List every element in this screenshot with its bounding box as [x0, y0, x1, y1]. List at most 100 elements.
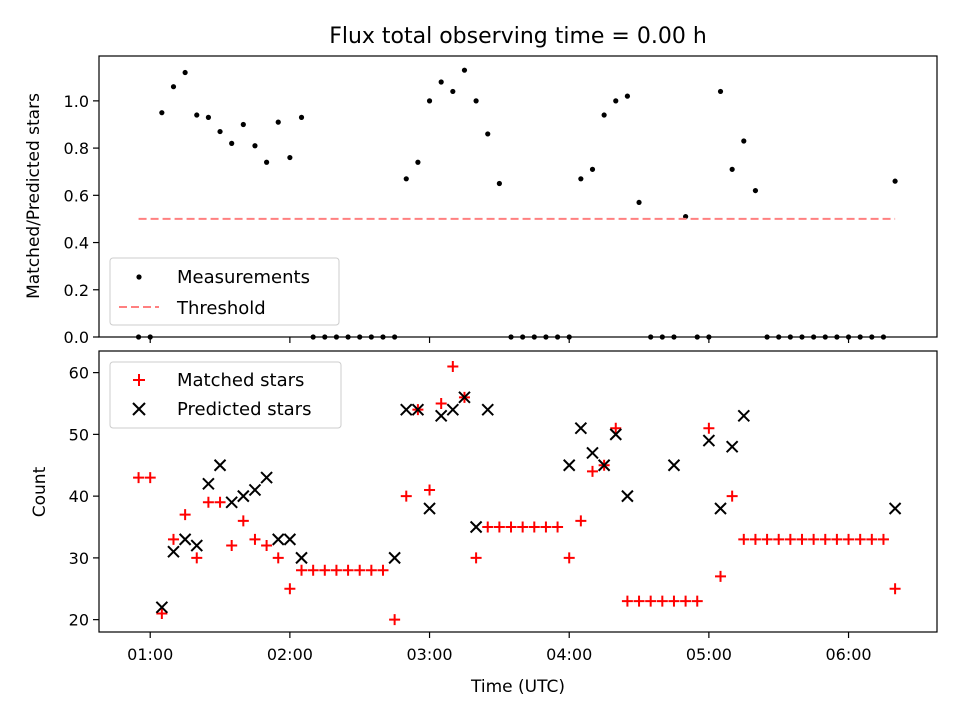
top-y-axis-label: Matched/Predicted stars [24, 93, 44, 299]
measurement-point [298, 114, 305, 120]
predicted-star-point [283, 533, 297, 546]
predicted-star-point [737, 409, 751, 423]
top-legend: Measurements Threshold [109, 257, 340, 326]
matched-star-point [272, 552, 284, 564]
matched-star-point [493, 521, 505, 533]
matched-star-point [808, 533, 820, 545]
predicted-star-point [178, 533, 192, 546]
measurement-point [229, 140, 235, 146]
predicted-star-point [155, 601, 169, 614]
measurement-point [403, 176, 409, 182]
bottom-y-tick-label: 20 [69, 611, 89, 630]
measurement-point [729, 166, 735, 172]
matched-star-point [843, 533, 855, 545]
measurement-point [461, 67, 468, 73]
predicted-star-point [725, 440, 739, 453]
measurement-point [252, 143, 258, 149]
matched-star-point [237, 515, 249, 527]
matched-star-point [621, 595, 633, 607]
top-plot-frame [98, 55, 938, 338]
measurement-point [194, 112, 200, 118]
matched-star-point [319, 564, 331, 576]
measurement-point [892, 178, 898, 184]
matched-star-point [365, 564, 377, 576]
matched-star-point [214, 496, 226, 508]
x-tick-label: 05:00 [686, 645, 732, 664]
predicted-star-point [714, 502, 727, 515]
predicted-star-point [888, 502, 902, 515]
measurement-point [438, 79, 444, 85]
bottom-plot-frame [98, 350, 938, 633]
matched-star-point [144, 472, 156, 484]
matched-star-point [680, 595, 692, 607]
top-y-tick-label: 0.6 [64, 186, 89, 205]
predicted-star-point [458, 391, 471, 404]
top-y-tick-label: 0.0 [64, 328, 89, 347]
predicted-star-point [574, 421, 588, 435]
predicted-star-point [260, 471, 273, 484]
matched-star-point [540, 521, 552, 533]
predicted-star-point [295, 551, 308, 565]
predicted-star-point [597, 459, 611, 472]
measurement-point [613, 98, 619, 104]
measurement-point [426, 98, 433, 104]
top-y-ticks: 0.0 0.2 0.4 0.6 0.8 1.0 [64, 92, 99, 347]
matched-star-point [866, 533, 878, 545]
matched-star-point [726, 490, 738, 502]
matched-star-point [575, 515, 587, 527]
matched-star-point [528, 521, 540, 533]
measurement-point [415, 159, 421, 165]
matched-star-point [330, 564, 342, 576]
matched-star-point [749, 533, 761, 545]
x-tick-label: 03:00 [406, 645, 452, 664]
bottom-y-axis-label: Count [30, 466, 50, 517]
predicted-star-point [202, 477, 215, 490]
bottom-y-tick-label: 30 [69, 549, 89, 568]
matched-star-point [377, 564, 389, 576]
predicted-star-point [400, 403, 413, 416]
measurement-point [159, 110, 165, 116]
x-tick-label: 04:00 [546, 645, 592, 664]
predicted-star-point [272, 533, 285, 546]
matched-star-point [586, 465, 598, 477]
bottom-y-tick-label: 50 [69, 425, 89, 444]
predicted-star-point [434, 409, 448, 423]
matched-star-point [854, 533, 866, 545]
matched-star-point [261, 540, 273, 552]
matched-star-point [167, 533, 179, 545]
measurement-point [264, 159, 270, 165]
matched-star-point [424, 484, 436, 496]
predicted-star-point [667, 459, 681, 472]
matched-star-point [645, 595, 657, 607]
matched-star-point [563, 552, 575, 564]
matched-star-point [691, 595, 703, 607]
matched-star-point [470, 552, 482, 564]
matched-star-point [179, 509, 191, 521]
measurement-point [287, 154, 293, 161]
predicted-star-point [446, 403, 460, 416]
matched-star-point [819, 533, 831, 545]
matched-star-point [296, 564, 308, 576]
matched-star-point [400, 490, 412, 502]
predicted-star-point [167, 545, 180, 558]
predicted-star-point [609, 428, 622, 441]
matched-star-point [156, 607, 168, 619]
matched-star-point [342, 564, 354, 576]
top-panel: Flux total observing time = 0.00 h 0.0 0.… [24, 24, 938, 347]
bottom-panel: 01:00 02:00 03:00 04:00 05:00 06:00 20 30 40 50 6… [30, 350, 938, 697]
x-tick-label: 06:00 [825, 645, 871, 664]
measurement-point [217, 128, 223, 135]
matched-star-point [191, 552, 203, 564]
matched-star-point [202, 496, 214, 508]
x-tick-label: 02:00 [267, 645, 313, 664]
legend-measurements-label: Measurements [177, 267, 310, 288]
measurement-point [240, 121, 246, 128]
chart-title: Flux total observing time = 0.00 h [329, 24, 707, 49]
matched-star-point [307, 564, 319, 576]
matched-star-point [773, 533, 785, 545]
legend-predicted-marker [132, 402, 146, 416]
predicted-star-point [411, 403, 425, 416]
top-y-tick-label: 0.4 [64, 234, 89, 253]
predicted-star-point [388, 551, 401, 565]
